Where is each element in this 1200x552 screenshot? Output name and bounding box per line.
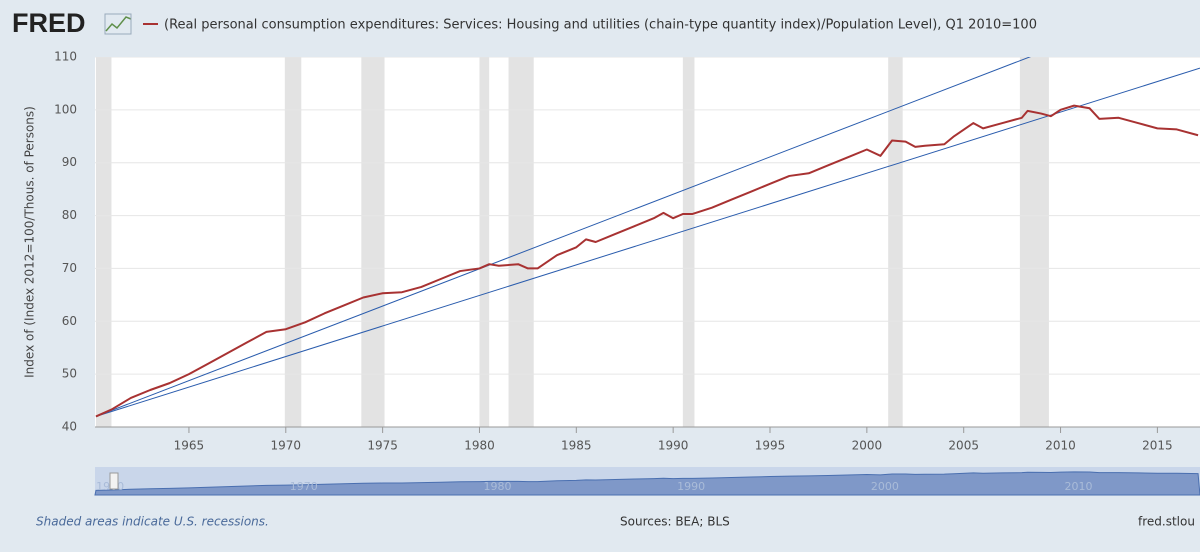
- recession: [888, 57, 903, 427]
- x-tick-label: 1970: [271, 439, 302, 453]
- recession: [508, 57, 534, 427]
- logo: FRED: [12, 8, 86, 38]
- navigator-tick-label: 2000: [871, 480, 899, 493]
- recession: [1019, 57, 1049, 427]
- y-tick-label: 90: [62, 155, 77, 169]
- navigator-handle[interactable]: [109, 472, 119, 490]
- x-tick-label: 1990: [658, 439, 689, 453]
- navigator-tick-label: 1980: [483, 480, 511, 493]
- y-tick-label: 50: [62, 367, 77, 381]
- recession: [95, 57, 112, 427]
- footnote: Shaded areas indicate U.S. recessions.: [36, 515, 269, 529]
- site: fred.stlou: [1138, 515, 1195, 529]
- navigator-tick-label: 2010: [1065, 480, 1093, 493]
- recession: [361, 57, 385, 427]
- x-tick-label: 1985: [561, 439, 592, 453]
- y-tick-label: 80: [62, 208, 77, 222]
- y-tick-label: 40: [62, 420, 77, 434]
- x-tick-label: 2015: [1142, 439, 1173, 453]
- y-tick-label: 100: [54, 102, 77, 116]
- recession: [479, 57, 490, 427]
- x-tick-label: 1995: [755, 439, 786, 453]
- navigator-tick-label: 1990: [677, 480, 705, 493]
- y-tick-label: 70: [62, 261, 77, 275]
- logo-icon: [105, 16, 132, 32]
- trend-line: [95, 57, 1031, 417]
- trend-line: [95, 67, 1200, 417]
- x-tick-label: 2010: [1045, 439, 1076, 453]
- recession: [284, 57, 302, 427]
- series-line: [95, 104, 1199, 418]
- recession: [682, 57, 695, 427]
- logo-frame: [104, 13, 132, 35]
- y-tick-label: 110: [54, 50, 77, 64]
- legend-label: (Real personal consumption expenditures:…: [164, 18, 1037, 33]
- y-axis-label: Index of (Index 2012=100/Thous. of Perso…: [23, 106, 37, 378]
- navigator-area: [94, 471, 1200, 496]
- x-tick-label: 1965: [174, 439, 205, 453]
- x-tick-label: 1980: [464, 439, 495, 453]
- x-tick-label: 1975: [367, 439, 398, 453]
- x-tick-label: 2000: [852, 439, 883, 453]
- x-tick-label: 2005: [948, 439, 979, 453]
- navigator-tick-label: 1970: [290, 480, 318, 493]
- plot: [95, 57, 1200, 427]
- y-tick-label: 60: [62, 314, 77, 328]
- source: Sources: BEA; BLS: [620, 515, 730, 529]
